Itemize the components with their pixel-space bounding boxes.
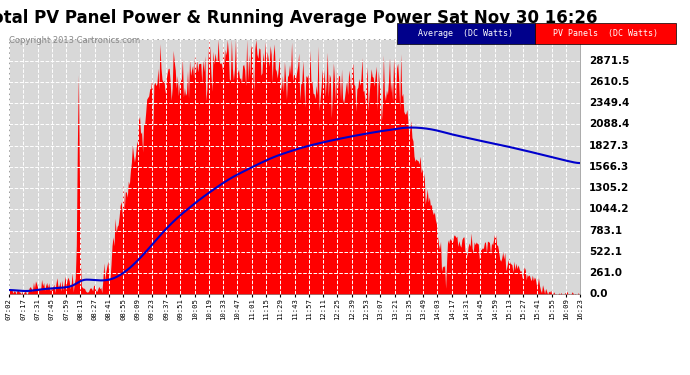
Text: 2871.5: 2871.5 <box>589 56 629 66</box>
Text: 2610.5: 2610.5 <box>589 77 629 87</box>
Text: 1044.2: 1044.2 <box>589 204 629 214</box>
Text: 2088.4: 2088.4 <box>589 119 629 129</box>
Text: Average  (DC Watts): Average (DC Watts) <box>418 29 513 38</box>
Text: 783.1: 783.1 <box>589 226 622 236</box>
Text: 2349.4: 2349.4 <box>589 98 629 108</box>
Text: Copyright 2013 Cartronics.com: Copyright 2013 Cartronics.com <box>9 36 140 45</box>
Text: Total PV Panel Power & Running Average Power Sat Nov 30 16:26: Total PV Panel Power & Running Average P… <box>0 9 597 27</box>
Text: 1305.2: 1305.2 <box>589 183 629 193</box>
Text: 3132.6: 3132.6 <box>589 34 629 44</box>
Text: PV Panels  (DC Watts): PV Panels (DC Watts) <box>553 29 658 38</box>
Text: 0.0: 0.0 <box>589 290 608 299</box>
Text: 1827.3: 1827.3 <box>589 141 629 151</box>
Text: 261.0: 261.0 <box>589 268 622 278</box>
Text: 522.1: 522.1 <box>589 247 622 257</box>
Text: 1566.3: 1566.3 <box>589 162 629 172</box>
